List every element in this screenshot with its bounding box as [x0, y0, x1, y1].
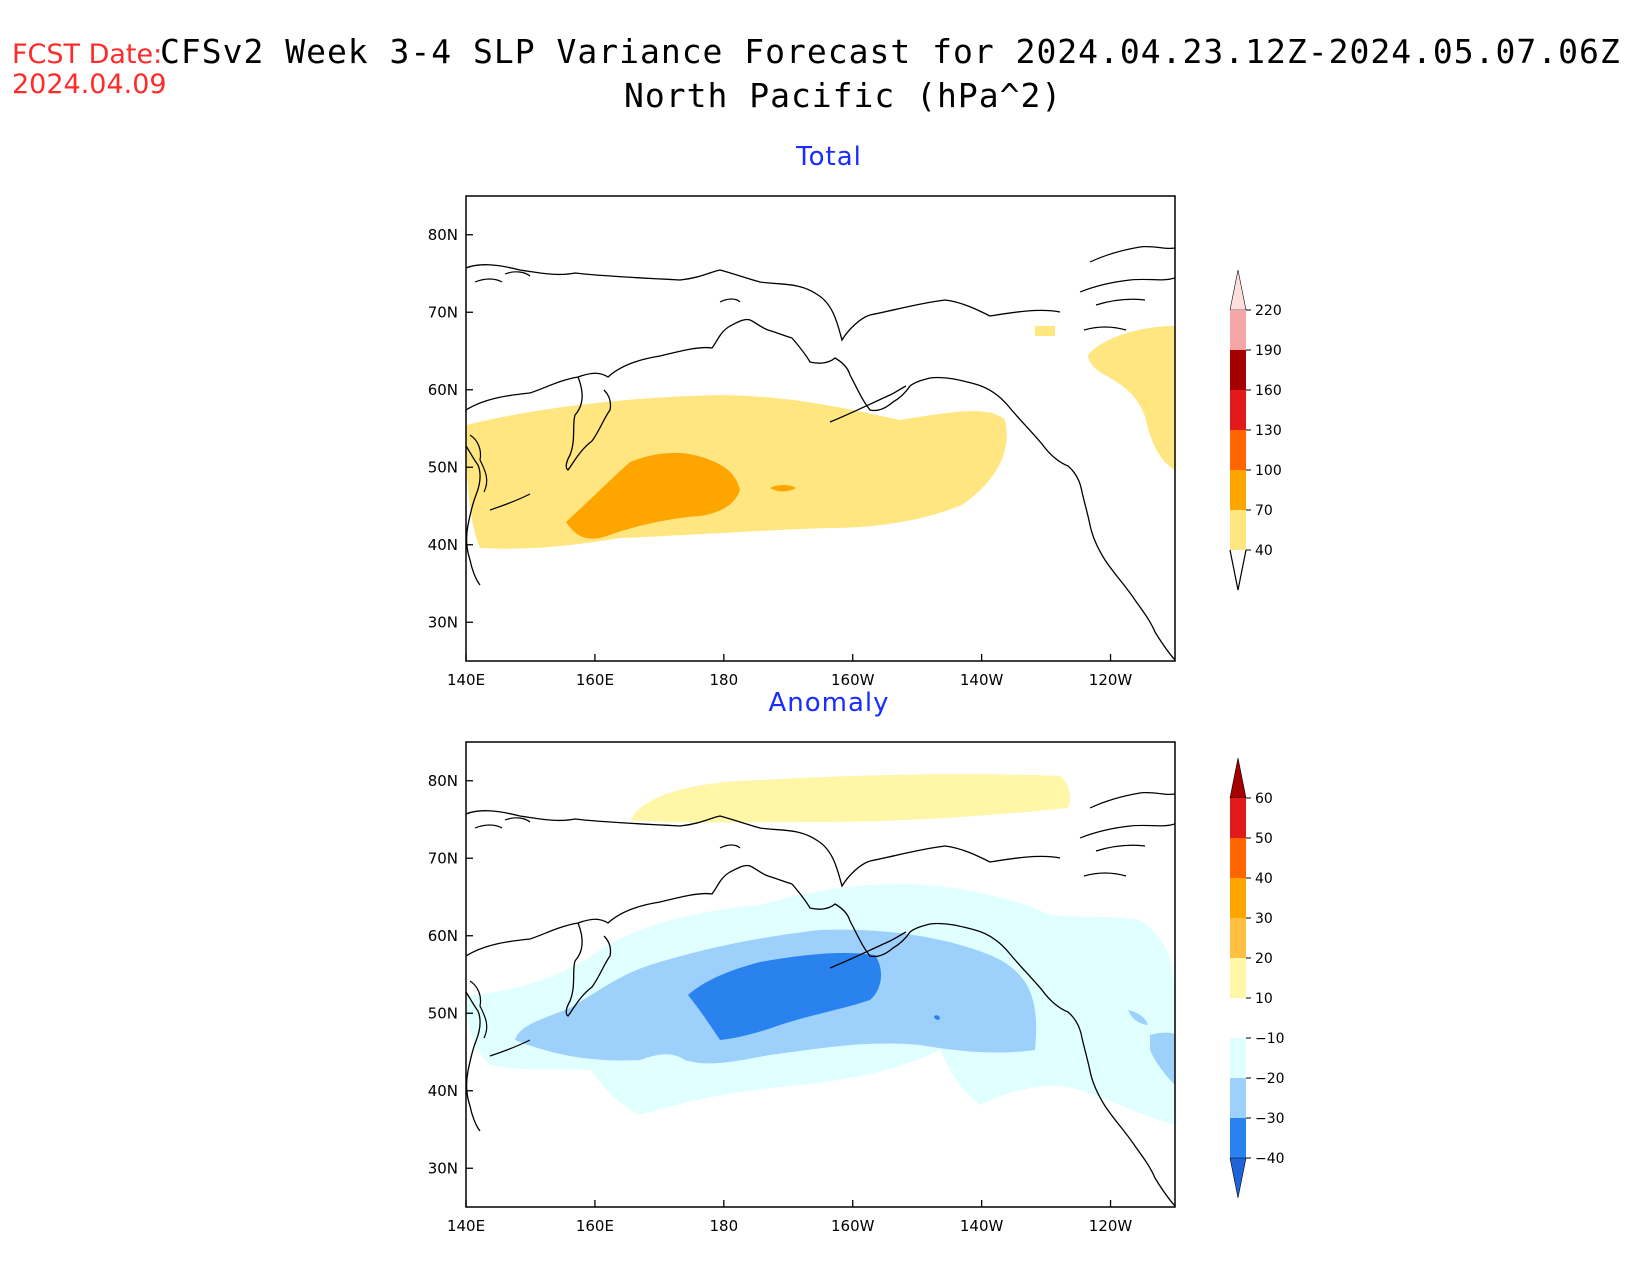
anomaly-neg20-neg30-east: [1150, 1032, 1175, 1085]
anomaly-colorbar-swatch: [1230, 1038, 1246, 1078]
anomaly-colorbar-label: 40: [1255, 871, 1273, 887]
total-lon-label: 120W: [1089, 671, 1133, 689]
anomaly-colorbar-swatch: [1230, 798, 1246, 838]
anomaly-lon-label: 140W: [960, 1217, 1004, 1235]
total-colorbar-label: 190: [1255, 343, 1282, 359]
total-colorbar-top-cap: [1229, 269, 1247, 311]
anomaly-colorbar-swatch: [1230, 878, 1246, 918]
total-lon-label: 160E: [576, 671, 614, 689]
anomaly-neg30-neg40-spot: [934, 1015, 940, 1020]
anomaly-lon-label: 160W: [831, 1217, 875, 1235]
anomaly-colorbar-label: 30: [1255, 911, 1273, 927]
anomaly-lat-label: 60N: [428, 927, 458, 945]
total-map-frame: [465, 195, 1176, 662]
total-70-100-spot: [770, 485, 796, 492]
total-colorbar-bottom-cap: [1229, 549, 1247, 591]
anomaly-neg30-neg40-region: [688, 952, 882, 1040]
anomaly-colorbar-swatch: [1230, 918, 1246, 958]
total-lon-label: 140W: [960, 671, 1004, 689]
anomaly-lon-label: 160E: [576, 1217, 614, 1235]
anomaly-colorbar-label: −20: [1255, 1071, 1285, 1087]
anomaly-neg20-neg30-spot: [1128, 1010, 1148, 1025]
total-70-100-region: [566, 452, 740, 539]
anomaly-colorbar-swatch: [1230, 958, 1246, 998]
total-colorbar-swatch: [1230, 310, 1246, 350]
anomaly-lat-label: 40N: [428, 1082, 458, 1100]
anomaly-colorbar-label: 20: [1255, 951, 1273, 967]
panel-title-total: Total: [796, 142, 862, 172]
total-lat-label: 40N: [428, 536, 458, 554]
total-40-70-northeast: [1088, 326, 1175, 470]
anomaly-colorbar-label: 50: [1255, 831, 1273, 847]
total-colorbar-label: 40: [1255, 543, 1273, 559]
total-colorbar-swatch: [1230, 350, 1246, 390]
anomaly-lon-label: 180: [709, 1217, 738, 1235]
anomaly-lon-label: 140E: [447, 1217, 485, 1235]
total-colorbar-swatch: [1230, 470, 1246, 510]
total-map: [466, 245, 1175, 661]
anomaly-colorbar-label: −40: [1255, 1151, 1285, 1167]
anomaly-map-frame: [465, 741, 1176, 1208]
anomaly-10-20-region: [630, 774, 1070, 823]
panel-title-anomaly: Anomaly: [768, 688, 890, 718]
anomaly-map: [466, 774, 1175, 1207]
anomaly-colorbar-swatch: [1230, 1078, 1246, 1118]
title-line-1: CFSv2 Week 3-4 SLP Variance Forecast for…: [160, 32, 1621, 71]
anomaly-lat-label: 30N: [428, 1159, 458, 1177]
total-colorbar-label: 220: [1255, 303, 1282, 319]
anomaly-colorbar-label: 10: [1255, 991, 1273, 1007]
title-line-2: North Pacific (hPa^2): [624, 76, 1063, 115]
total-lon-label: 180: [709, 671, 738, 689]
anomaly-lat-label: 50N: [428, 1004, 458, 1022]
anomaly-lat-label: 70N: [428, 849, 458, 867]
total-lat-label: 80N: [428, 226, 458, 244]
total-lat-label: 60N: [428, 381, 458, 399]
total-axes: 140E 160E 180 160W 140W 120W 80N 70N 60N 50N 40N 30…: [428, 226, 1133, 689]
anomaly-colorbar-label: −10: [1255, 1031, 1285, 1047]
anomaly-axes: 140E 160E 180 160W 140W 120W 80N 70N 60N 50N 40N 30…: [428, 772, 1133, 1235]
total-colorbar: 220 190 160 130 100 70 40: [1229, 269, 1282, 591]
anomaly-colorbar-swatch: [1230, 998, 1246, 1038]
total-colorbar-swatch: [1230, 390, 1246, 430]
anomaly-colorbar-top-cap: [1229, 757, 1247, 799]
total-colorbar-swatch: [1230, 510, 1246, 550]
total-lon-label: 140E: [447, 671, 485, 689]
total-40-70-region: [466, 395, 1007, 549]
total-colorbar-label: 100: [1255, 463, 1282, 479]
total-40-70-spot-north: [1035, 326, 1055, 336]
forecast-date-value: 2024.04.09: [12, 69, 167, 100]
total-colorbar-label: 160: [1255, 383, 1282, 399]
anomaly-lat-label: 80N: [428, 772, 458, 790]
total-colorbar-label: 130: [1255, 423, 1282, 439]
forecast-date-block: FCST Date: 2024.04.09: [12, 40, 167, 100]
total-colorbar-label: 70: [1255, 503, 1273, 519]
anomaly-colorbar-swatch: [1230, 838, 1246, 878]
anomaly-colorbar-label: −30: [1255, 1111, 1285, 1127]
total-lat-label: 50N: [428, 458, 458, 476]
total-lat-label: 70N: [428, 303, 458, 321]
anomaly-colorbar-swatch: [1230, 1118, 1246, 1158]
total-lon-label: 160W: [831, 671, 875, 689]
total-colorbar-swatch: [1230, 430, 1246, 470]
forecast-date-label: FCST Date:: [12, 39, 163, 70]
total-lat-label: 30N: [428, 613, 458, 631]
anomaly-colorbar-bottom-cap: [1229, 1157, 1247, 1199]
anomaly-lon-label: 120W: [1089, 1217, 1133, 1235]
anomaly-colorbar-label: 60: [1255, 791, 1273, 807]
anomaly-colorbar: 60 50 40 30 20 10 −10 −20 −30 −40: [1229, 757, 1285, 1199]
